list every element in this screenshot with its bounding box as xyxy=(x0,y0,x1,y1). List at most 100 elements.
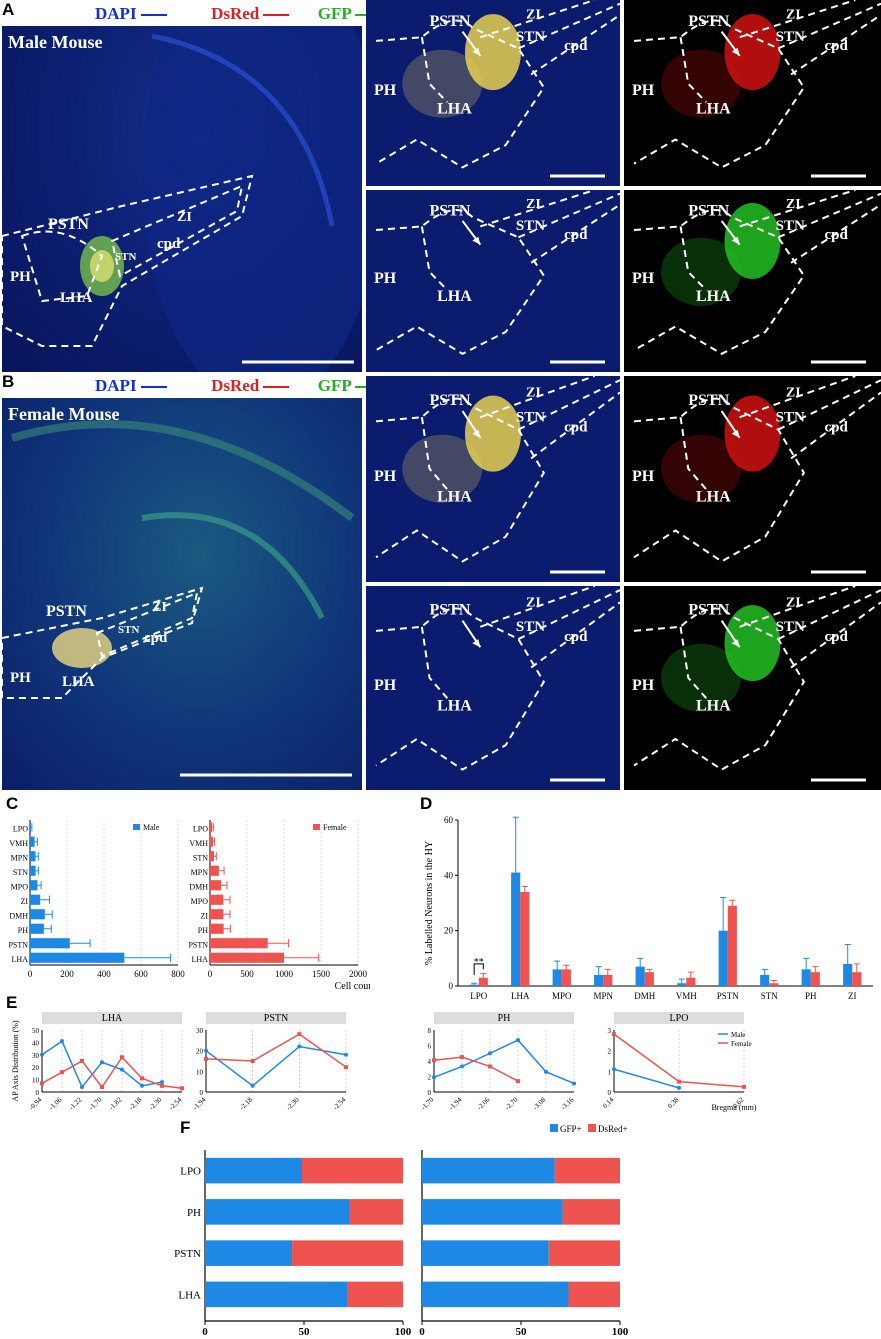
panel-letter-b: B xyxy=(2,372,15,391)
label-pstn: PSTN xyxy=(688,202,729,219)
region-outline xyxy=(633,607,806,771)
x-tick-label: 1000 xyxy=(275,969,294,979)
category-label: MPN xyxy=(11,853,29,862)
label-zi: ZI xyxy=(526,595,541,610)
y-tick-label: 40 xyxy=(444,870,454,880)
channel-legend-a: DAPI DsRed GFP xyxy=(95,4,382,26)
category-label: STN xyxy=(13,868,28,877)
label-stn: STN xyxy=(118,624,139,636)
label-cpd: cpd xyxy=(824,227,848,243)
label-ph: PH xyxy=(632,270,655,287)
y-tick-label: 4 xyxy=(428,1058,432,1066)
bar xyxy=(552,969,562,986)
x-tick-label: -0.94 xyxy=(27,1095,43,1111)
zi-stn-outline xyxy=(739,0,881,76)
label-ph: PH xyxy=(632,82,655,99)
pointer-arrowhead xyxy=(731,639,740,648)
chart-e-ph: PH -1.70 -1.94 -2.06 -2.70 -3.08 -3.16 0 2 4 6 8 xyxy=(419,1012,576,1112)
bar-dsred xyxy=(554,1157,620,1184)
category-label: LHA xyxy=(511,991,530,1001)
data-point xyxy=(460,1055,464,1060)
bar xyxy=(210,822,213,833)
bar xyxy=(210,952,284,963)
data-point xyxy=(344,1052,348,1057)
chart-f: 0 50 100 LPO PH PSTN LHA 0 50 100 GFP+ DsRed+ xyxy=(174,1124,629,1338)
chart-title: LPO xyxy=(670,1013,689,1024)
category-label: PSTN xyxy=(717,991,740,1001)
bar-dsred xyxy=(548,1240,620,1266)
y-tick-label: 0 xyxy=(428,1089,432,1097)
category-label: ZI xyxy=(20,897,28,906)
x-tick-label: 0.38 xyxy=(666,1095,681,1110)
category-label: LPO xyxy=(180,1166,201,1178)
significance-bracket xyxy=(473,963,484,975)
zi-stn-outline xyxy=(479,0,620,76)
legend-label: Male xyxy=(731,1031,745,1039)
category-label: PH xyxy=(187,1207,201,1219)
female-zoom-dsred-image: PSTN ZI STN cpd PH LHA xyxy=(624,376,881,582)
data-point xyxy=(60,1070,64,1075)
bar xyxy=(210,938,268,949)
data-point xyxy=(677,1079,681,1084)
region-outline xyxy=(633,397,806,563)
x-tick-label: 500 xyxy=(240,969,254,979)
category-label: LPO xyxy=(13,824,28,833)
x-tick-label: -1.70 xyxy=(87,1095,103,1111)
y-tick-label: 6 xyxy=(428,1043,432,1051)
signal-blob xyxy=(724,14,781,91)
zi-stn-outline xyxy=(739,190,881,264)
data-point xyxy=(544,1069,548,1074)
x-tick-label: 100 xyxy=(395,1326,412,1338)
label-pstn: PSTN xyxy=(430,392,471,409)
zoom-svg: PSTN ZI STN cpd PH LHA xyxy=(632,0,881,178)
x-axis-label: Bregma (mm) xyxy=(711,1103,756,1112)
bar xyxy=(210,880,222,891)
region-divider xyxy=(679,226,707,291)
bar xyxy=(30,865,36,876)
y-tick-label: 3 xyxy=(608,1027,612,1035)
label-stn: STN xyxy=(776,29,805,45)
x-tick-label: -1.22 xyxy=(67,1095,83,1111)
category-label: DMH xyxy=(634,991,656,1001)
bar-dsred xyxy=(349,1199,403,1225)
category-label: VMH xyxy=(9,839,28,848)
label-zi: ZI xyxy=(526,197,541,212)
label-lha: LHA xyxy=(437,100,472,117)
category-label: ZI xyxy=(200,911,208,920)
legend-swatch xyxy=(133,824,140,830)
bar xyxy=(852,972,862,986)
x-tick-label: -2.30 xyxy=(147,1095,163,1111)
y-tick-label: 0 xyxy=(200,1089,204,1097)
label-lha: LHA xyxy=(437,489,472,506)
panel-letter-d: D xyxy=(420,794,433,813)
zoom-svg: PSTN ZI STN cpd PH LHA xyxy=(632,190,881,364)
label-stn: STN xyxy=(776,409,805,425)
x-tick-label: 600 xyxy=(134,969,148,979)
x-tick-label: -1.82 xyxy=(107,1095,123,1111)
label-stn: STN xyxy=(776,218,805,234)
signal-spread xyxy=(661,49,742,118)
data-point xyxy=(204,1048,208,1053)
label-cpd: cpd xyxy=(144,630,168,646)
data-point xyxy=(297,1032,302,1037)
bar-dsred xyxy=(302,1157,403,1184)
legend-swatch-dsred xyxy=(588,1124,596,1132)
label-zi: ZI xyxy=(786,197,801,212)
chart-title: PH xyxy=(498,1013,511,1024)
bar xyxy=(30,938,70,949)
bar-gfp xyxy=(422,1199,563,1225)
y-tick-label: 10 xyxy=(32,1077,40,1085)
x-tick-label: -2.18 xyxy=(127,1095,143,1111)
y-tick-label: 8 xyxy=(428,1027,432,1035)
series-line xyxy=(613,1068,680,1089)
zi-stn-outline xyxy=(479,190,620,264)
zoom-svg: PSTN ZI STN cpd PH LHA xyxy=(374,0,620,178)
y-tick-label: 60 xyxy=(444,815,454,825)
label-zi: ZI xyxy=(177,210,192,225)
x-tick-label: 0.14 xyxy=(601,1095,616,1110)
bar xyxy=(30,909,45,920)
bar xyxy=(686,977,696,986)
female-zoom-dapi-image: PSTN ZI STN cpd PH LHA xyxy=(366,586,620,790)
bar-gfp xyxy=(422,1281,569,1308)
bar-gfp xyxy=(205,1240,293,1266)
